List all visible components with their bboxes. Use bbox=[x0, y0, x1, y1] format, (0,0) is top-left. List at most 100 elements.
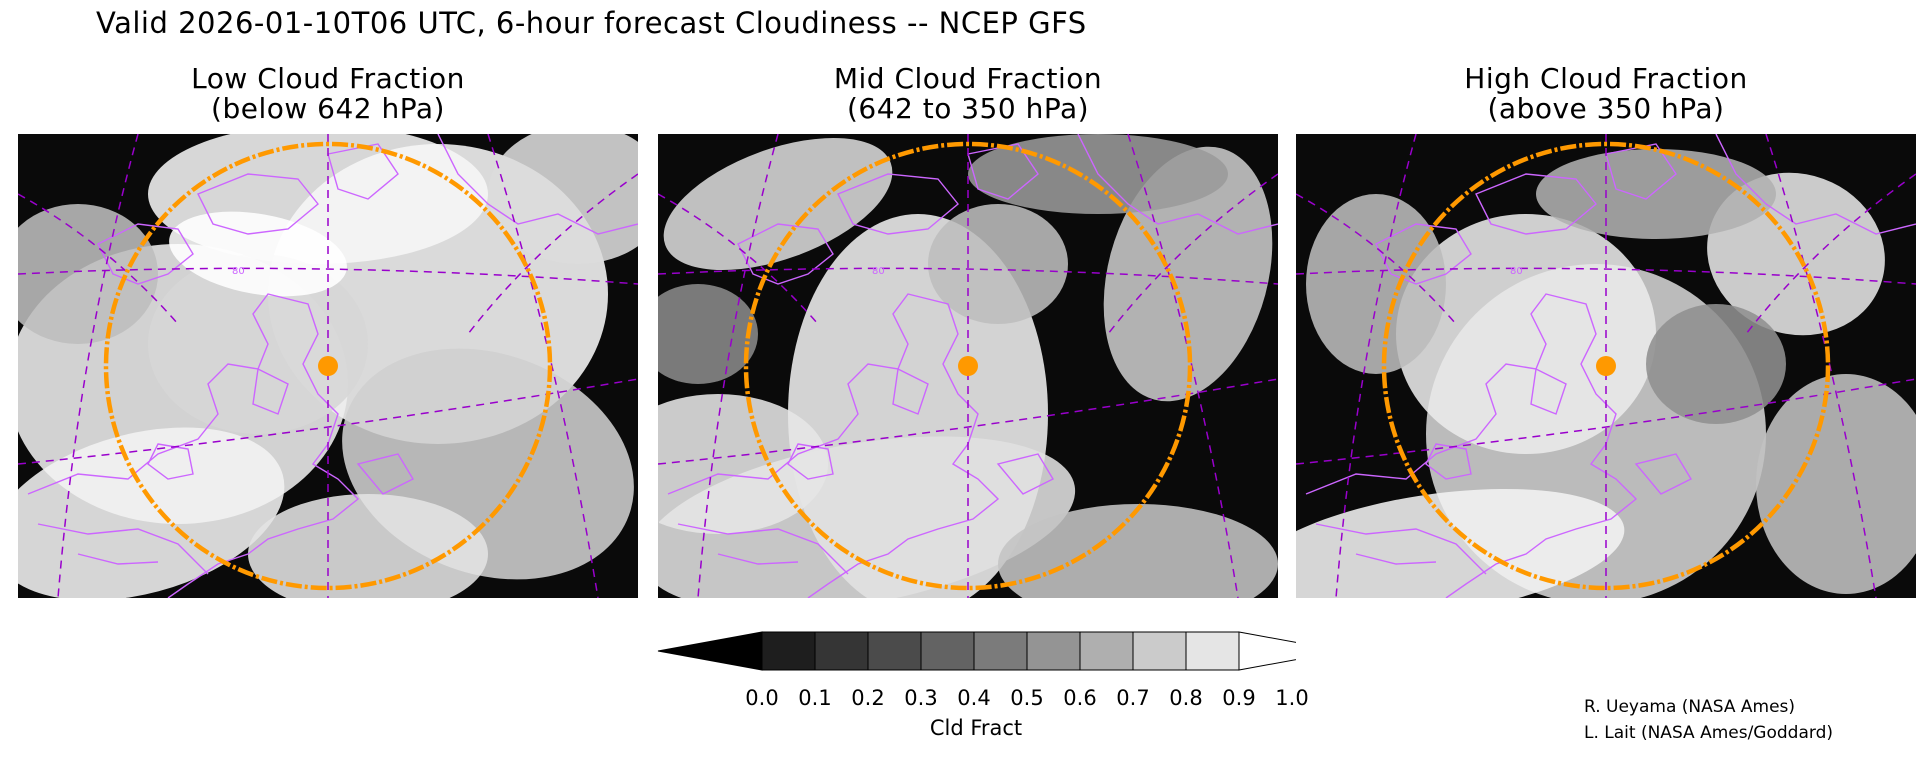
graticule-line bbox=[18, 267, 638, 285]
colorbar-tick-label: 0.7 bbox=[1116, 686, 1150, 710]
colorbar-bin bbox=[1132, 631, 1187, 671]
coastline bbox=[1530, 367, 1567, 415]
colorbar-bin bbox=[973, 631, 1028, 671]
colorbar-bin bbox=[1185, 631, 1240, 671]
coastline bbox=[1634, 453, 1692, 495]
colorbar-tick-label: 0.3 bbox=[904, 686, 938, 710]
site-marker bbox=[318, 356, 338, 376]
coastline bbox=[97, 223, 194, 285]
graticule-line bbox=[1127, 134, 1239, 598]
graticule-line bbox=[1296, 193, 1457, 325]
cloud-field bbox=[488, 134, 638, 264]
colorbar-tick-label: 0.4 bbox=[957, 686, 991, 710]
credit-line-1: R. Ueyama (NASA Ames) bbox=[1584, 697, 1796, 717]
range-ring bbox=[743, 141, 1193, 591]
cloud-field bbox=[248, 494, 488, 598]
colorbar-tick-label: 0.6 bbox=[1063, 686, 1097, 710]
colorbar-tick-label: 1.0 bbox=[1275, 686, 1309, 710]
coastline bbox=[1715, 134, 1916, 235]
colorbar-tick-label: 0.9 bbox=[1222, 686, 1256, 710]
coastline bbox=[837, 173, 959, 235]
panel-title-high: High Cloud Fraction (above 350 hPa) bbox=[1296, 64, 1916, 124]
map-panel-high-cloud: 80 bbox=[1296, 134, 1916, 598]
colorbar-tick-label: 0.5 bbox=[1010, 686, 1044, 710]
graticule-line bbox=[1296, 267, 1916, 285]
cloud-field bbox=[658, 284, 758, 384]
colorbar-under-arrow bbox=[657, 631, 763, 671]
site-marker bbox=[1596, 356, 1616, 376]
coastline bbox=[77, 553, 159, 565]
coastline bbox=[147, 443, 194, 480]
coastline bbox=[356, 453, 414, 495]
coastline bbox=[197, 173, 319, 235]
colorbar bbox=[657, 631, 1296, 671]
colorbar-bin bbox=[814, 631, 869, 671]
coastline bbox=[1475, 173, 1597, 235]
coastline bbox=[996, 453, 1054, 495]
colorbar-bin bbox=[761, 631, 816, 671]
cloud-field bbox=[18, 204, 158, 344]
range-ring bbox=[1381, 141, 1831, 591]
cloud-field bbox=[169, 211, 347, 297]
panel-title-low-line2: (below 642 hPa) bbox=[211, 92, 445, 125]
coastline bbox=[252, 367, 289, 415]
colorbar-bin bbox=[920, 631, 975, 671]
coastline bbox=[1375, 223, 1472, 285]
panel-title-high-line2: (above 350 hPa) bbox=[1487, 92, 1725, 125]
coastline bbox=[1315, 523, 1487, 575]
range-ring bbox=[103, 141, 553, 591]
coastline bbox=[717, 553, 799, 565]
coastline bbox=[437, 134, 638, 235]
colorbar-over-arrow bbox=[1238, 631, 1296, 671]
colorbar-tick-label: 0.2 bbox=[851, 686, 885, 710]
panel-title-high-line1: High Cloud Fraction bbox=[1464, 62, 1748, 95]
coastline bbox=[892, 367, 929, 415]
cloud-field bbox=[1296, 488, 1625, 598]
graticule-line bbox=[697, 134, 779, 598]
cloud-map: 80 bbox=[658, 134, 1278, 598]
colorbar-bin bbox=[1079, 631, 1134, 671]
cloud-field bbox=[928, 204, 1068, 324]
colorbar-tick-label: 0.8 bbox=[1169, 686, 1203, 710]
coastline bbox=[737, 223, 834, 285]
credits: R. Ueyama (NASA Ames) L. Lait (NASA Ames… bbox=[1584, 694, 1833, 746]
coastline bbox=[787, 443, 834, 480]
coastline bbox=[1425, 443, 1472, 480]
colorbar-tick-labels: 0.0 0.1 0.2 0.3 0.4 0.5 0.6 0.7 0.8 0.9 1.0 bbox=[656, 686, 1308, 712]
cloud-field bbox=[658, 394, 828, 534]
graticule-line bbox=[1335, 134, 1417, 598]
colorbar-label: Cld Fract bbox=[929, 716, 1023, 740]
graticule-line bbox=[658, 193, 819, 325]
cloud-map: 80 bbox=[18, 134, 638, 598]
panel-title-mid-line1: Mid Cloud Fraction bbox=[833, 62, 1103, 95]
graticule-label: 80 bbox=[872, 266, 885, 277]
cloud-field bbox=[663, 138, 893, 270]
graticule-line bbox=[467, 173, 638, 335]
colorbar-tick-label: 0.0 bbox=[745, 686, 779, 710]
graticule-line bbox=[658, 267, 1278, 285]
graticule-line bbox=[1745, 173, 1916, 335]
coastline bbox=[37, 523, 209, 575]
graticule-line bbox=[1107, 173, 1278, 335]
site-marker bbox=[958, 356, 978, 376]
map-panel-mid-cloud: 80 bbox=[658, 134, 1278, 598]
cloud-field bbox=[1646, 304, 1786, 424]
graticule-label: 80 bbox=[232, 266, 245, 277]
figure-title: Valid 2026-01-10T06 UTC, 6-hour forecast… bbox=[96, 6, 1087, 40]
colorbar-tick-label: 0.1 bbox=[798, 686, 832, 710]
panel-title-low-line1: Low Cloud Fraction bbox=[191, 62, 465, 95]
graticule-label: 80 bbox=[1510, 266, 1523, 277]
cloud-field bbox=[148, 254, 368, 434]
panel-title-low: Low Cloud Fraction (below 642 hPa) bbox=[18, 64, 638, 124]
coastline bbox=[667, 293, 1000, 598]
panel-title-mid-line2: (642 to 350 hPa) bbox=[846, 92, 1090, 125]
coastline bbox=[1305, 293, 1638, 598]
cloud-map: 80 bbox=[1296, 134, 1916, 598]
colorbar-bin bbox=[867, 631, 922, 671]
panel-title-mid: Mid Cloud Fraction (642 to 350 hPa) bbox=[658, 64, 1278, 124]
map-panel-low-cloud: 80 bbox=[18, 134, 638, 598]
coastline bbox=[1355, 553, 1437, 565]
coastline bbox=[677, 523, 849, 575]
colorbar-bin bbox=[1026, 631, 1081, 671]
graticule-line bbox=[57, 134, 139, 598]
